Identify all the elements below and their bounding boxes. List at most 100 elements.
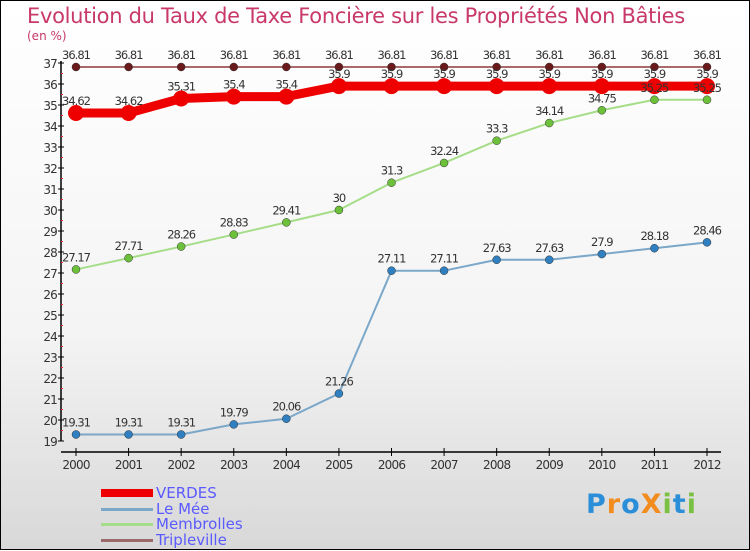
data-point (439, 62, 449, 72)
data-label: 27.63 (483, 241, 512, 255)
data-label: 36.81 (325, 48, 354, 62)
data-point (282, 62, 291, 72)
y-tick-label: 29 (43, 225, 57, 239)
data-label: 36.81 (535, 48, 564, 62)
data-label: 36.81 (588, 48, 617, 62)
data-point (387, 62, 396, 72)
data-label: 35.25 (693, 81, 722, 95)
y-tick-label: 31 (43, 183, 57, 197)
data-label: 35.9 (538, 67, 560, 81)
data-label: 36.81 (693, 48, 722, 62)
data-label: 36.81 (483, 48, 512, 62)
data-point (387, 178, 396, 187)
data-label: 31.3 (381, 164, 403, 178)
data-label: 36.81 (378, 48, 407, 62)
data-label: 19.31 (115, 415, 144, 429)
data-label: 27.63 (535, 241, 564, 255)
data-point (124, 430, 133, 439)
data-label: 35.9 (644, 67, 666, 81)
data-point (68, 104, 84, 121)
data-label: 27.11 (430, 252, 459, 266)
data-point (176, 430, 186, 439)
legend-swatch (101, 489, 153, 497)
legend-label: Tripleville (156, 530, 227, 549)
y-tick-label: 19 (43, 435, 57, 449)
data-label: 35.31 (167, 79, 196, 93)
data-point (71, 265, 81, 274)
proxiti-logo: ProXiti (586, 489, 697, 520)
data-point (124, 253, 133, 263)
y-tick-label: 20 (43, 414, 57, 428)
legend-swatch (101, 523, 153, 526)
data-point (702, 95, 712, 104)
data-label: 27.11 (378, 252, 407, 266)
legend-label: VERDES (156, 484, 217, 502)
data-point (439, 158, 449, 168)
data-label: 27.9 (591, 235, 613, 249)
data-point (488, 78, 505, 95)
data-label: 36.81 (62, 48, 91, 62)
logo-letter: r (606, 489, 622, 520)
x-tick-label: 2007 (430, 458, 458, 472)
y-tick-label: 36 (43, 78, 57, 92)
y-tick-label: 26 (43, 288, 57, 302)
data-point (330, 78, 347, 95)
data-point (120, 104, 137, 121)
data-point (545, 62, 554, 72)
data-label: 28.46 (693, 223, 722, 237)
data-point (229, 420, 238, 429)
x-tick-label: 2000 (62, 458, 90, 472)
legend-swatch (101, 507, 153, 511)
data-point (597, 62, 607, 72)
data-point (541, 78, 558, 95)
data-label: 36.81 (430, 48, 459, 62)
data-label: 28.18 (640, 229, 669, 243)
chart-title: Evolution du Taux de Taxe Foncière sur l… (27, 4, 685, 28)
data-point (282, 218, 291, 227)
y-tick-label: 23 (43, 351, 57, 365)
data-point (702, 238, 712, 247)
x-tick-label: 2001 (115, 458, 143, 472)
data-point (176, 242, 186, 251)
data-point (650, 95, 659, 104)
data-point (334, 389, 344, 398)
data-label: 35.25 (640, 81, 669, 95)
x-tick-label: 2012 (693, 458, 721, 472)
y-tick-label: 35 (43, 99, 57, 113)
data-point (597, 106, 607, 115)
data-label: 29.41 (272, 203, 301, 217)
data-label: 35.9 (486, 67, 508, 81)
logo-letter: t (672, 489, 687, 520)
data-point (650, 62, 659, 72)
data-point (71, 430, 81, 439)
logo-letter: i (686, 489, 697, 520)
data-point (229, 230, 238, 239)
y-tick-label: 34 (43, 120, 57, 134)
data-label: 35.9 (328, 67, 350, 81)
data-label: 32.24 (430, 144, 459, 158)
x-tick-label: 2008 (483, 458, 511, 472)
data-point (383, 78, 400, 95)
data-point (173, 90, 190, 107)
data-label: 28.83 (220, 216, 249, 230)
x-tick-label: 2002 (167, 458, 195, 472)
data-label: 35.4 (223, 78, 245, 92)
data-label: 35.9 (591, 67, 613, 81)
data-label: 34.14 (535, 104, 564, 118)
data-point (124, 62, 133, 72)
data-label: 36.81 (115, 48, 144, 62)
data-point (436, 78, 453, 95)
data-point (492, 62, 501, 72)
data-point (545, 255, 554, 265)
data-label: 34.62 (115, 94, 144, 108)
data-label: 35.4 (276, 78, 298, 92)
data-label: 36.81 (167, 48, 196, 62)
data-label: 19.79 (220, 405, 249, 419)
logo-letter: P (586, 489, 607, 520)
data-point (702, 62, 712, 72)
data-label: 30 (333, 191, 346, 205)
data-label: 34.62 (62, 94, 91, 108)
y-tick-label: 33 (43, 141, 57, 155)
data-point (176, 62, 186, 72)
